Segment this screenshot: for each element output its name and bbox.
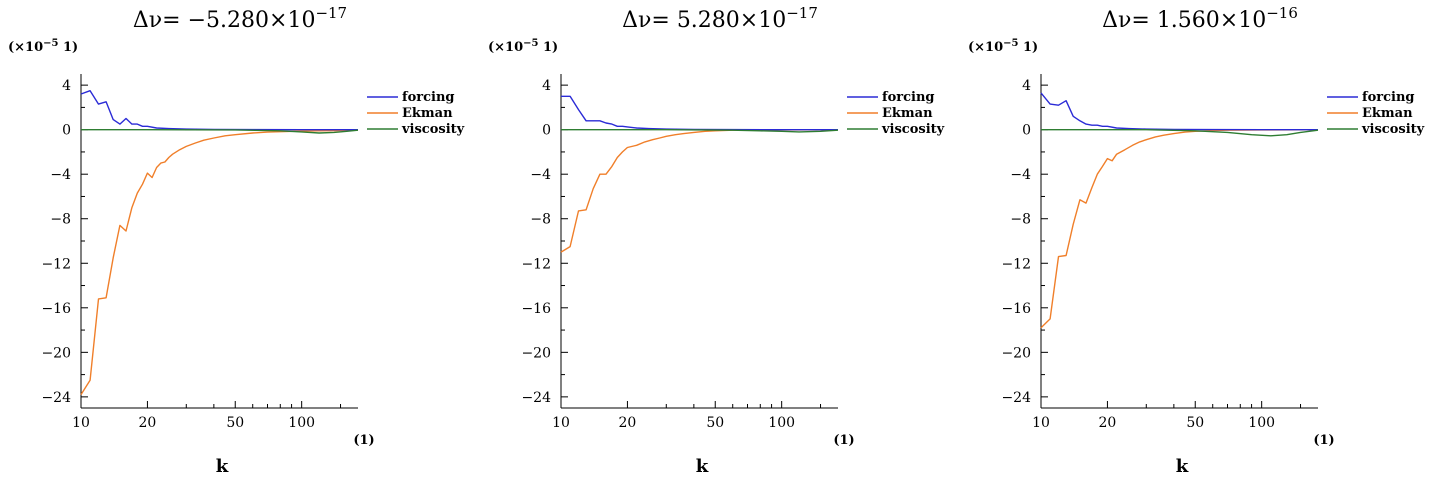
y-unit-suffix: 1) [58, 40, 78, 55]
chart-title: Δν= 1.560×10−16 [1102, 4, 1298, 33]
title-exponent: −17 [786, 4, 818, 22]
y-unit-prefix: (×10 [488, 40, 523, 55]
x-axis-label: k [216, 456, 229, 477]
x-tick-label: 10 [72, 415, 90, 431]
title-exponent: −16 [1266, 4, 1298, 22]
title-mantissa: 1.560×10 [1157, 8, 1266, 33]
title-mantissa: −5.280×10 [188, 8, 316, 33]
series-line-ekman [80, 129, 359, 395]
series-line-ekman [560, 129, 839, 253]
y-tick-label: −24 [41, 390, 71, 406]
legend-label-forcing: forcing [1362, 90, 1415, 105]
y-tick-label: −20 [41, 345, 71, 361]
x-tick-label: 10 [552, 415, 570, 431]
y-tick-label: −24 [1001, 390, 1031, 406]
title-exponent: −17 [315, 4, 347, 22]
title-prefix: Δν= [133, 8, 188, 33]
y-tick-label: −8 [1010, 212, 1031, 228]
y-tick-label: −4 [1010, 167, 1031, 183]
series-line-forcing [1040, 92, 1318, 131]
legend-label-forcing: forcing [402, 90, 455, 105]
series-line-forcing [80, 89, 358, 131]
y-tick-label: −16 [521, 301, 551, 317]
series-line-viscosity [561, 128, 839, 133]
y-tick-label: −16 [41, 301, 71, 317]
x-tick-label: 50 [706, 415, 724, 431]
x-tick-label: 20 [139, 415, 157, 431]
y-tick-label: −16 [1001, 301, 1031, 317]
x-tick-label: 100 [288, 415, 315, 431]
x-tick-label: 50 [1186, 415, 1204, 431]
y-unit-exponent: −5 [523, 38, 538, 49]
x-tick-label: 100 [768, 415, 795, 431]
y-tick-label: −20 [521, 345, 551, 361]
series-line-ekman [1040, 129, 1319, 329]
legend-label-viscosity: viscosity [881, 122, 945, 137]
y-tick-label: −4 [50, 167, 71, 183]
x-tick-label: 100 [1248, 415, 1275, 431]
legend-label-viscosity: viscosity [401, 122, 465, 137]
x-tick-label: 10 [1032, 415, 1050, 431]
y-unit-prefix: (×10 [8, 40, 43, 55]
y-tick-label: −12 [1001, 256, 1031, 272]
legend-label-ekman: Ekman [402, 106, 453, 121]
series-line-viscosity [1041, 128, 1319, 137]
legend-label-ekman: Ekman [1362, 106, 1413, 121]
x-unit-label: (1) [833, 433, 854, 448]
x-unit-label: (1) [1313, 433, 1334, 448]
y-tick-label: −24 [521, 390, 551, 406]
chart-panel-1: Δν= −5.280×10−17 (×10−5 1) 4 0 −4 −8 −12 −16 −20… [0, 0, 480, 480]
chart-title: Δν= 5.280×10−17 [622, 4, 818, 33]
y-unit-label: (×10−5 1) [968, 38, 1038, 55]
chart-3-svg: Δν= 1.560×10−16(×10−5 1)40−4−8−12−16−20−… [968, 4, 1425, 477]
y-tick-label: 4 [542, 78, 551, 94]
title-mantissa: 5.280×10 [677, 8, 786, 33]
title-prefix: Δν= [1102, 8, 1157, 33]
chart-1-svg: Δν= −5.280×10−17 (×10−5 1) 4 0 −4 −8 −12 −16 −20… [8, 4, 465, 477]
y-tick-label: 0 [542, 123, 551, 139]
chart-title: Δν= −5.280×10−17 [133, 4, 347, 33]
y-unit-label: (×10−5 1) [488, 38, 558, 55]
y-tick-label: −20 [1001, 345, 1031, 361]
y-tick-label: 4 [62, 78, 71, 94]
y-tick-label: 0 [1022, 123, 1031, 139]
y-unit-exponent: −5 [1003, 38, 1018, 49]
x-axis-label: k [696, 456, 709, 477]
y-unit-suffix: 1) [1018, 40, 1038, 55]
legend-label-ekman: Ekman [882, 106, 933, 121]
series-line-viscosity [81, 128, 359, 134]
y-unit-label: (×10−5 1) [8, 38, 78, 55]
chart-2-svg: Δν= 5.280×10−17 (×10−5 1) 4 0 −4 −8 −12 −16 −20 −… [488, 4, 945, 477]
series-line-forcing [561, 95, 838, 131]
x-tick-label: 20 [1099, 415, 1117, 431]
x-tick-label: 50 [226, 415, 244, 431]
x-axis-label: k [1176, 456, 1189, 477]
y-unit-exponent: −5 [43, 38, 58, 49]
y-tick-label: −8 [50, 212, 71, 228]
y-tick-label: −12 [521, 256, 551, 272]
chart-panel-3: Δν= 1.560×10−16 (×10−5 1) 4 0 −4 −8 −12 −16 −20−… [960, 0, 1440, 480]
x-tick-label: 20 [619, 415, 637, 431]
y-tick-label: 0 [62, 123, 71, 139]
y-tick-label: −12 [41, 256, 71, 272]
y-unit-prefix: (×10 [968, 40, 1003, 55]
y-tick-label: −8 [530, 212, 551, 228]
y-tick-label: −4 [530, 167, 551, 183]
chart-panel-2: Δν= 5.280×10−17 (×10−5 1) 4 0 −4 −8 −12 −16 −20 −… [480, 0, 960, 480]
legend-label-viscosity: viscosity [1361, 122, 1425, 137]
x-unit-label: (1) [353, 433, 374, 448]
legend-label-forcing: forcing [882, 90, 935, 105]
title-prefix: Δν= [622, 8, 677, 33]
y-unit-suffix: 1) [538, 40, 558, 55]
y-tick-label: 4 [1022, 78, 1031, 94]
